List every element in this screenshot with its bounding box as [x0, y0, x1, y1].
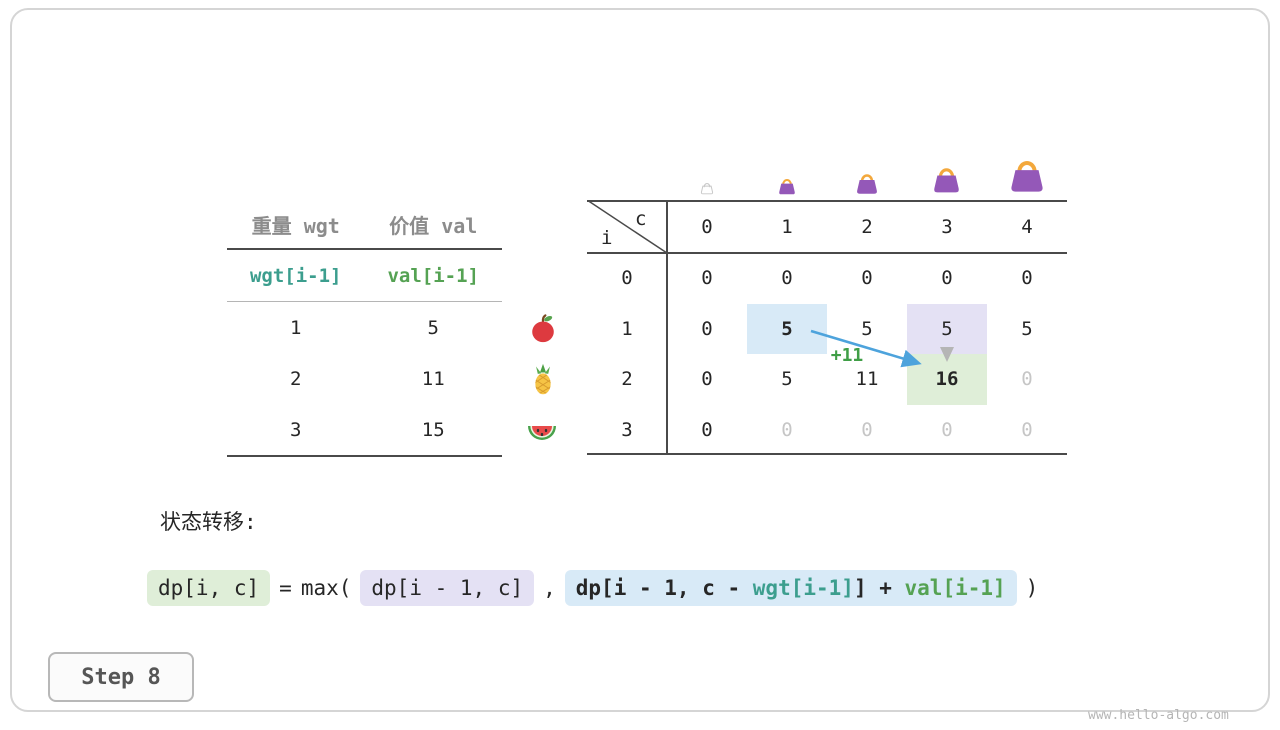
dp-col-header-2: 2 — [861, 215, 873, 238]
dp-cell-0-4: 0 — [1021, 267, 1033, 290]
dp-col-header-3: 3 — [941, 215, 953, 238]
item-3-value: 15 — [421, 418, 445, 441]
figure-card: 重量 wgt 价值 val wgt[i-1] val[i-1] 1 5 2 11… — [10, 8, 1270, 723]
formula-comma: , — [543, 576, 556, 600]
weight-column-header: 重量 wgt — [251, 213, 340, 238]
dp-cell-1-0: 0 — [701, 317, 713, 340]
dp-col-header-4: 4 — [1021, 215, 1033, 238]
bag-icon-capacity-0 — [699, 180, 715, 199]
dp-cell-0-1: 0 — [781, 267, 793, 290]
bag-icon-capacity-3 — [929, 162, 964, 199]
dp-row-header-0: 0 — [621, 267, 633, 290]
dp-cell-2-2: 11 — [855, 368, 879, 391]
wgt-formula-label: wgt[i-1] — [249, 264, 342, 287]
option-take-prefix: dp[i - 1, c - — [575, 576, 753, 600]
dp-cell-1-2: 5 — [861, 317, 873, 340]
dp-col-header-0: 0 — [701, 215, 713, 238]
dp-table: c i 0 1 2 3 4 0 0 0 0 0 0 1 0 5 5 5 5 2 … — [587, 200, 1067, 455]
formula-close-paren: ) — [1025, 576, 1039, 600]
watermelon-icon — [526, 416, 558, 450]
dp-table-header-border — [587, 252, 1067, 254]
formula-equals: = — [279, 576, 292, 600]
dp-cell-1-1-source-highlight: 5 — [747, 303, 827, 354]
dp-row-header-1: 1 — [621, 317, 633, 340]
item-var-label: i — [601, 227, 613, 249]
formula-option-skip: dp[i - 1, c] — [360, 570, 535, 606]
dp-corner-cell: c i — [587, 200, 667, 253]
dp-table-top-border — [587, 200, 1067, 202]
added-value-annotation: +11 — [830, 345, 864, 366]
transition-title: 状态转移: — [160, 510, 257, 534]
dp-cell-2-3-current-highlight: 16 — [907, 354, 987, 405]
formula-option-take: dp[i - 1, c - wgt[i-1]] + val[i-1] — [564, 570, 1017, 606]
pineapple-icon — [527, 362, 559, 396]
dp-cell-0-3: 0 — [941, 267, 953, 290]
item-2-value: 11 — [421, 367, 445, 390]
val-formula-label: val[i-1] — [387, 264, 479, 287]
dp-cell-3-3: 0 — [941, 418, 953, 441]
item-row-3: 3 15 — [227, 404, 502, 455]
step-label: Step 8 — [81, 664, 161, 690]
dp-cell-3-4: 0 — [1021, 418, 1033, 441]
item-row-2: 2 11 — [227, 353, 502, 404]
dp-cell-3-0: 0 — [701, 418, 713, 441]
diagonal-divider — [587, 200, 667, 253]
item-row-1: 1 5 — [227, 302, 502, 353]
transition-formula: dp[i, c] = max( dp[i - 1, c] , dp[i - 1,… — [147, 570, 1038, 606]
dp-table-bottom-border — [587, 453, 1067, 455]
option-take-wgt: wgt[i-1] — [752, 576, 854, 600]
dp-cell-3-1: 0 — [781, 418, 793, 441]
dp-row-header-3: 3 — [621, 418, 633, 441]
items-table: 重量 wgt 价值 val wgt[i-1] val[i-1] 1 5 2 11… — [227, 200, 502, 457]
value-column-header: 价值 val — [389, 213, 478, 238]
item-2-weight: 2 — [290, 367, 302, 390]
bag-icon-capacity-2 — [853, 169, 881, 200]
dp-row-header-2: 2 — [621, 368, 633, 391]
option-take-mid: ] + — [853, 576, 905, 600]
dp-cell-1-4: 5 — [1021, 317, 1033, 340]
bag-icon-capacity-4 — [1005, 153, 1049, 199]
site-watermark: www.hello-algo.com — [1088, 708, 1229, 723]
step-badge: Step 8 — [48, 652, 194, 702]
dp-cell-0-0: 0 — [701, 267, 713, 290]
item-3-weight: 3 — [290, 418, 302, 441]
items-table-formula-row: wgt[i-1] val[i-1] — [227, 250, 502, 302]
dp-cell-1-3-above-highlight: 5 — [907, 303, 987, 354]
formula-max-open: max( — [300, 576, 352, 600]
capacity-var-label: c — [635, 208, 647, 230]
dp-table-vertical-border — [666, 200, 668, 455]
dp-cell-2-4: 0 — [1021, 368, 1033, 391]
dp-cell-2-0: 0 — [701, 368, 713, 391]
dp-col-header-1: 1 — [781, 215, 793, 238]
bag-icon-capacity-1 — [776, 175, 798, 200]
formula-lhs: dp[i, c] — [147, 570, 271, 606]
item-1-value: 5 — [427, 316, 439, 339]
dp-cell-2-1: 5 — [781, 368, 793, 391]
items-table-header-row: 重量 wgt 价值 val — [227, 200, 502, 250]
apple-icon — [527, 312, 559, 346]
option-take-val: val[i-1] — [904, 576, 1006, 600]
dp-cell-3-2: 0 — [861, 418, 873, 441]
item-1-weight: 1 — [290, 316, 302, 339]
dp-cell-0-2: 0 — [861, 267, 873, 290]
